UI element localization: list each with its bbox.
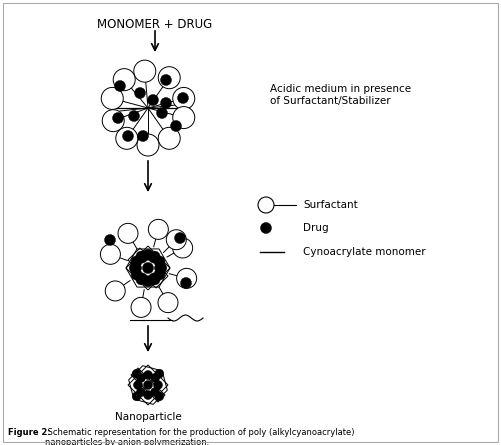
Text: MONOMER + DRUG: MONOMER + DRUG	[97, 18, 212, 31]
Circle shape	[137, 134, 159, 156]
Circle shape	[156, 263, 167, 274]
Circle shape	[160, 97, 171, 109]
Circle shape	[115, 81, 125, 92]
Circle shape	[158, 293, 178, 313]
Circle shape	[142, 276, 153, 287]
Circle shape	[134, 60, 156, 82]
Circle shape	[160, 74, 171, 85]
Circle shape	[143, 371, 152, 380]
Circle shape	[156, 108, 167, 118]
Circle shape	[143, 380, 152, 389]
Circle shape	[174, 232, 185, 243]
Circle shape	[116, 127, 138, 150]
Circle shape	[177, 268, 196, 288]
Circle shape	[132, 369, 141, 378]
Circle shape	[170, 121, 181, 132]
Circle shape	[142, 249, 153, 260]
Circle shape	[180, 278, 191, 288]
Circle shape	[143, 391, 152, 400]
Circle shape	[132, 392, 141, 401]
Circle shape	[173, 87, 195, 109]
Circle shape	[123, 130, 133, 142]
Circle shape	[177, 93, 188, 104]
Circle shape	[155, 392, 164, 401]
Circle shape	[148, 252, 159, 263]
Circle shape	[101, 87, 123, 109]
Circle shape	[131, 269, 142, 280]
Text: Surfactant: Surfactant	[303, 200, 358, 210]
Circle shape	[149, 274, 160, 285]
Circle shape	[136, 388, 145, 396]
Circle shape	[151, 388, 160, 396]
Circle shape	[173, 106, 195, 129]
Circle shape	[102, 109, 124, 132]
Circle shape	[136, 273, 147, 284]
Circle shape	[105, 281, 125, 301]
Circle shape	[133, 380, 142, 389]
Text: Figure 2:: Figure 2:	[8, 428, 51, 437]
Circle shape	[154, 256, 165, 267]
Circle shape	[149, 251, 160, 262]
Circle shape	[134, 88, 145, 98]
Circle shape	[173, 238, 193, 258]
Circle shape	[158, 67, 180, 89]
Circle shape	[136, 251, 147, 262]
Circle shape	[131, 297, 151, 317]
Circle shape	[118, 223, 138, 243]
Circle shape	[154, 269, 165, 280]
Circle shape	[154, 263, 165, 274]
Circle shape	[137, 130, 148, 142]
Circle shape	[130, 263, 141, 274]
Circle shape	[131, 256, 142, 267]
Text: Acidic medium in presence
of Surfactant/Stabilizer: Acidic medium in presence of Surfactant/…	[270, 84, 411, 106]
Circle shape	[148, 273, 159, 284]
Circle shape	[136, 274, 147, 285]
Circle shape	[258, 197, 274, 213]
Circle shape	[142, 263, 153, 274]
Circle shape	[100, 244, 120, 264]
Circle shape	[166, 230, 186, 250]
Circle shape	[136, 252, 147, 263]
Circle shape	[113, 113, 124, 124]
Circle shape	[105, 235, 116, 246]
Text: Nanoparticle: Nanoparticle	[115, 412, 181, 422]
Circle shape	[155, 369, 164, 378]
Circle shape	[136, 373, 145, 382]
Circle shape	[151, 373, 160, 382]
Circle shape	[128, 110, 139, 121]
Circle shape	[147, 94, 158, 105]
Text: Drug: Drug	[303, 223, 329, 233]
Text: Schematic representation for the production of poly (alkylcyanoacrylate)
nanopar: Schematic representation for the product…	[45, 428, 355, 445]
Text: Cynoacrylate monomer: Cynoacrylate monomer	[303, 247, 426, 257]
Circle shape	[148, 219, 168, 239]
Circle shape	[129, 263, 140, 274]
Circle shape	[261, 222, 272, 234]
Circle shape	[158, 127, 180, 150]
Circle shape	[153, 380, 162, 389]
Circle shape	[113, 69, 135, 91]
